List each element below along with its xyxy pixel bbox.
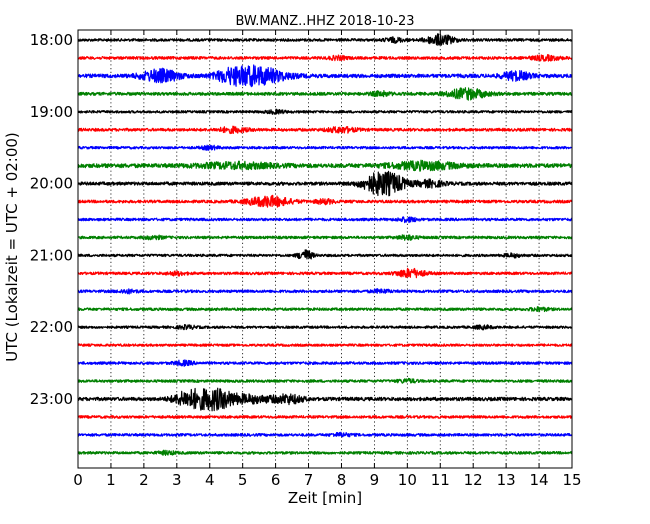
seismic-trace	[77, 125, 573, 135]
seismic-trace	[77, 288, 573, 295]
seismic-trace	[77, 377, 573, 384]
x-tick-label: 2	[139, 471, 149, 489]
seismic-trace	[77, 359, 573, 367]
seismic-trace	[77, 249, 573, 260]
x-tick-label: 5	[238, 471, 248, 489]
seismic-trace	[77, 54, 573, 62]
seismic-trace	[77, 64, 573, 88]
x-tick-label: 9	[370, 471, 380, 489]
seismic-trace	[77, 324, 573, 331]
y-tick-label: 18:00	[30, 31, 73, 49]
x-tick-label: 4	[205, 471, 215, 489]
seismic-trace	[77, 234, 573, 241]
x-tick-label: 0	[73, 471, 83, 489]
x-tick-label: 8	[337, 471, 347, 489]
seismic-trace	[77, 449, 573, 456]
trace-group	[77, 33, 573, 456]
chart-title: BW.MANZ..HHZ 2018-10-23	[235, 14, 414, 29]
x-tick-label: 13	[497, 471, 516, 489]
seismic-trace	[77, 87, 573, 101]
x-axis-title: Zeit [min]	[288, 489, 362, 507]
x-tick-label: 15	[562, 471, 581, 489]
y-tick-label: 19:00	[30, 103, 73, 121]
y-tick-label: 23:00	[30, 390, 73, 408]
y-tick-label: 21:00	[30, 246, 73, 264]
y-tick-label: 22:00	[30, 318, 73, 336]
x-tick-label: 14	[530, 471, 549, 489]
x-tick-label: 6	[271, 471, 281, 489]
seismic-trace	[77, 306, 573, 313]
seismic-trace	[77, 144, 573, 151]
seismic-trace	[77, 216, 573, 224]
seismic-trace	[77, 431, 573, 438]
seismic-trace	[77, 108, 573, 115]
seismic-trace	[77, 33, 573, 46]
seismic-trace	[77, 343, 573, 347]
x-tick-label: 11	[431, 471, 450, 489]
x-tick-labels: 0 1 2 3 4 5 6 7 8 9 10 11 12 13 14 15	[73, 471, 581, 489]
x-tick-label: 12	[464, 471, 483, 489]
x-tick-label: 1	[106, 471, 116, 489]
y-axis-title: UTC (Lokalzeit = UTC + 02:00)	[3, 132, 21, 362]
y-tick-label: 20:00	[30, 175, 73, 193]
seismic-trace	[77, 415, 573, 419]
seismic-trace	[77, 159, 573, 172]
y-tick-labels: 18:00 19:00 20:00 21:00 22:00 23:00	[30, 31, 73, 408]
seismic-trace	[77, 170, 573, 197]
x-tick-label: 10	[398, 471, 417, 489]
x-tick-label: 3	[172, 471, 182, 489]
x-tick-label: 7	[304, 471, 314, 489]
seismic-trace	[77, 194, 573, 208]
seismic-trace	[77, 267, 573, 279]
plot-frame	[77, 29, 573, 469]
seismic-trace	[77, 387, 573, 412]
axis-ticks	[77, 30, 573, 468]
